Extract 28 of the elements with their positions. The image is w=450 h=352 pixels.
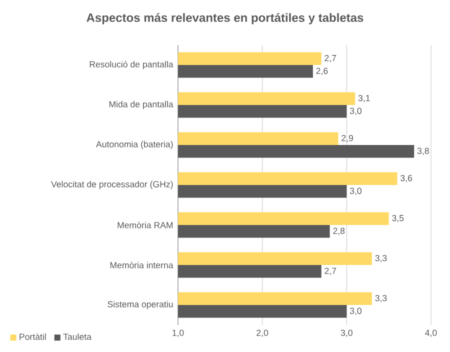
- data-label: 3,3: [375, 294, 387, 302]
- data-label: 3,1: [358, 94, 370, 102]
- data-label: 3,3: [375, 254, 387, 262]
- chart-title: Aspectos más relevantes en portátiles y tabletas: [86, 13, 364, 24]
- data-label: 2,9: [342, 134, 353, 142]
- data-label: 3,0: [350, 188, 362, 196]
- data-label: 2,7: [324, 54, 336, 62]
- x-tick-label: 2,0: [256, 330, 268, 337]
- data-label: 3,8: [417, 148, 429, 156]
- y-tick-label: Autonomia (bateria): [96, 140, 173, 150]
- data-label: 2,8: [333, 228, 345, 236]
- y-tick-label: Memòria RAM: [118, 222, 173, 228]
- x-tick-label: 3,0: [340, 330, 352, 337]
- data-label: 2,7: [324, 268, 336, 276]
- legend-label: Portàtil: [20, 333, 46, 340]
- x-tick-label: 1,0: [172, 330, 184, 337]
- y-tick-label: Sistema operatiu: [108, 300, 173, 310]
- legend-label: Tauleta: [63, 333, 92, 340]
- data-label: 3,6: [400, 174, 412, 182]
- data-label: 3,5: [392, 214, 404, 222]
- y-tick-label: Memòria interna: [110, 262, 174, 268]
- y-tick-label: Mida de pantalla: [109, 100, 174, 110]
- x-tick-label: 4,0: [425, 330, 437, 337]
- data-label: 3,0: [350, 108, 362, 116]
- y-tick-label: Resolució de pantalla: [90, 60, 174, 70]
- y-tick-label: Velocitat de processador (GHz): [51, 180, 173, 190]
- data-label: 2,6: [316, 68, 328, 76]
- data-label: 3,0: [350, 308, 362, 316]
